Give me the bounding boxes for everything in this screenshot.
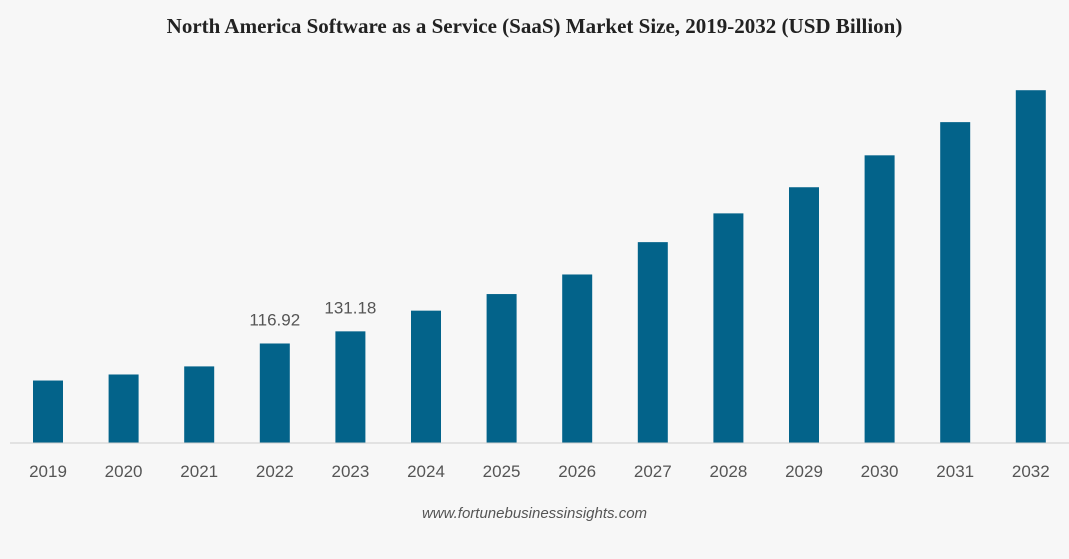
bar-2021	[184, 366, 215, 443]
bar-2031	[940, 122, 971, 444]
x-tick-label: 2025	[483, 462, 521, 481]
bar-2032	[1015, 90, 1046, 443]
bars-group	[33, 90, 1046, 444]
x-tick-label: 2027	[634, 462, 672, 481]
x-tick-label: 2023	[331, 462, 369, 481]
chart-title: North America Software as a Service (Saa…	[166, 14, 903, 38]
data-labels-group: 116.92 131.18	[249, 298, 376, 329]
x-tick-label: 2032	[1012, 462, 1050, 481]
source-credit: www.fortunebusinessinsights.com	[421, 505, 648, 522]
x-tick-label: 2022	[256, 462, 294, 481]
bar-2020	[108, 374, 139, 443]
tick-labels-group: 2019 2020 2021 2022 2023 2024 2025 2026 2027 2028…	[29, 462, 1050, 481]
bar-2026	[562, 274, 593, 443]
x-tick-label: 2029	[785, 462, 823, 481]
x-tick-label: 2024	[407, 462, 445, 481]
bar-2028	[713, 213, 744, 443]
bar-2024	[411, 310, 441, 443]
bar-2023	[335, 331, 366, 443]
x-tick-label: 2026	[558, 462, 596, 481]
bar-2022	[259, 343, 290, 443]
x-tick-label: 2019	[29, 462, 67, 481]
x-tick-label: 2020	[105, 462, 143, 481]
data-label-2022: 116.92	[249, 310, 300, 329]
data-label-2023: 131.18	[324, 298, 376, 317]
x-tick-label: 2021	[180, 462, 218, 481]
bar-2027	[637, 242, 668, 443]
bar-2030	[864, 155, 895, 443]
bar-2025	[486, 294, 517, 443]
x-tick-label: 2030	[861, 462, 899, 481]
bar-2019	[33, 380, 63, 443]
x-tick-label: 2028	[709, 462, 747, 481]
bar-2029	[789, 187, 819, 443]
x-tick-label: 2031	[936, 462, 974, 481]
